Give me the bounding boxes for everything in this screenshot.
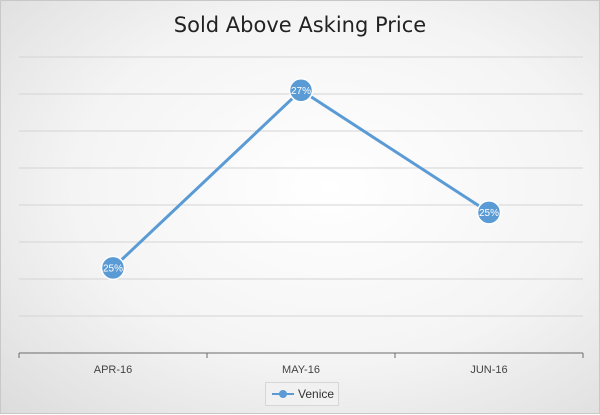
x-tick-label: MAY-16 [282, 364, 320, 376]
x-tick-label: JUN-16 [470, 364, 507, 376]
series-line [111, 88, 490, 269]
data-point [288, 78, 314, 103]
data-label: 25% [479, 208, 499, 219]
data-label: 25% [103, 263, 123, 274]
data-label: 27% [291, 86, 311, 97]
legend-line-marker-icon [272, 389, 294, 399]
data-point [476, 200, 502, 225]
legend[interactable]: Venice [265, 382, 339, 406]
chart-title: Sold Above Asking Price [173, 13, 427, 37]
legend-label: Venice [298, 387, 335, 401]
x-tick-label: APR-16 [94, 364, 133, 376]
data-point [100, 255, 126, 281]
